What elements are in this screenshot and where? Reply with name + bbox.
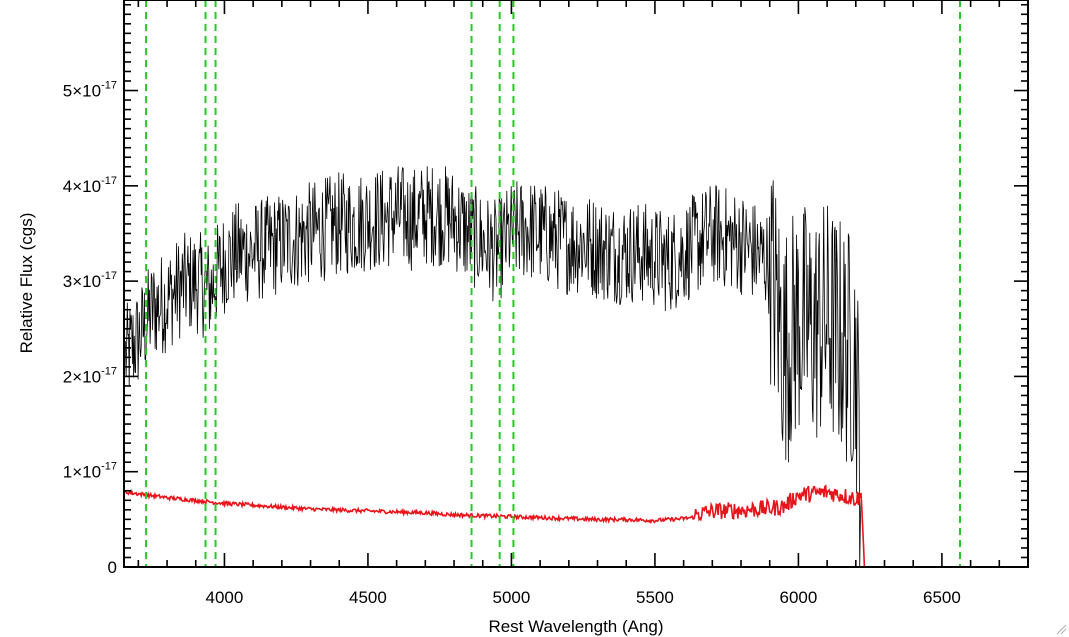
x-tick-label: 6000 xyxy=(779,588,817,607)
y-tick-label: 1×10-17 xyxy=(63,461,117,482)
y-tick-label: 4×10-17 xyxy=(63,175,117,196)
series-flux-line xyxy=(125,166,862,567)
axes xyxy=(123,0,1029,568)
x-tick-label: 4000 xyxy=(206,588,244,607)
x-axis-title: Rest Wavelength (Ang) xyxy=(488,617,663,636)
x-tick-label: 5500 xyxy=(636,588,674,607)
x-tick-label: 6500 xyxy=(923,588,961,607)
y-tick-label: 0 xyxy=(108,558,117,577)
x-tick-label: 5000 xyxy=(493,588,531,607)
y-tick-label: 5×10-17 xyxy=(63,80,117,101)
y-axis-title: Relative Flux (cgs) xyxy=(17,213,36,354)
y-tick-label: 2×10-17 xyxy=(63,365,117,386)
series-model-line xyxy=(124,484,1028,567)
resize-grip-icon[interactable] xyxy=(1055,623,1067,635)
plot-area xyxy=(124,0,1028,567)
x-tick-label: 4500 xyxy=(349,588,387,607)
plot-frame xyxy=(123,0,1029,568)
y-tick-label: 3×10-17 xyxy=(63,270,117,291)
tick-labels: 4000 4500 5000 5500 6000 6500 0 1×10-17 2×10-17 3… xyxy=(63,80,961,607)
